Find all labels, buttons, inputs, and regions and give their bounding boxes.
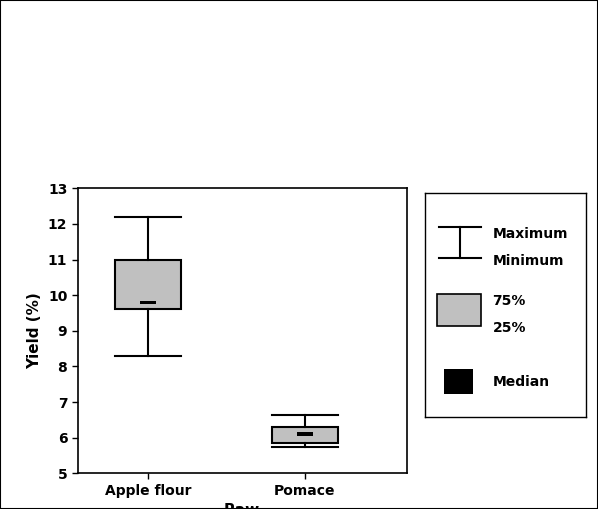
Y-axis label: Yield (%): Yield (%) [28, 293, 42, 369]
Bar [444, 369, 473, 394]
Bar [272, 427, 338, 443]
Bar [115, 260, 181, 309]
X-axis label: Raw: Raw [224, 503, 260, 509]
Text: Median: Median [492, 375, 550, 388]
Bar [141, 300, 156, 304]
Text: Minimum: Minimum [492, 253, 564, 268]
Bar [438, 294, 481, 326]
Text: 25%: 25% [492, 321, 526, 335]
Bar [297, 433, 313, 436]
Text: 75%: 75% [492, 294, 526, 308]
Text: Maximum: Maximum [492, 227, 568, 241]
